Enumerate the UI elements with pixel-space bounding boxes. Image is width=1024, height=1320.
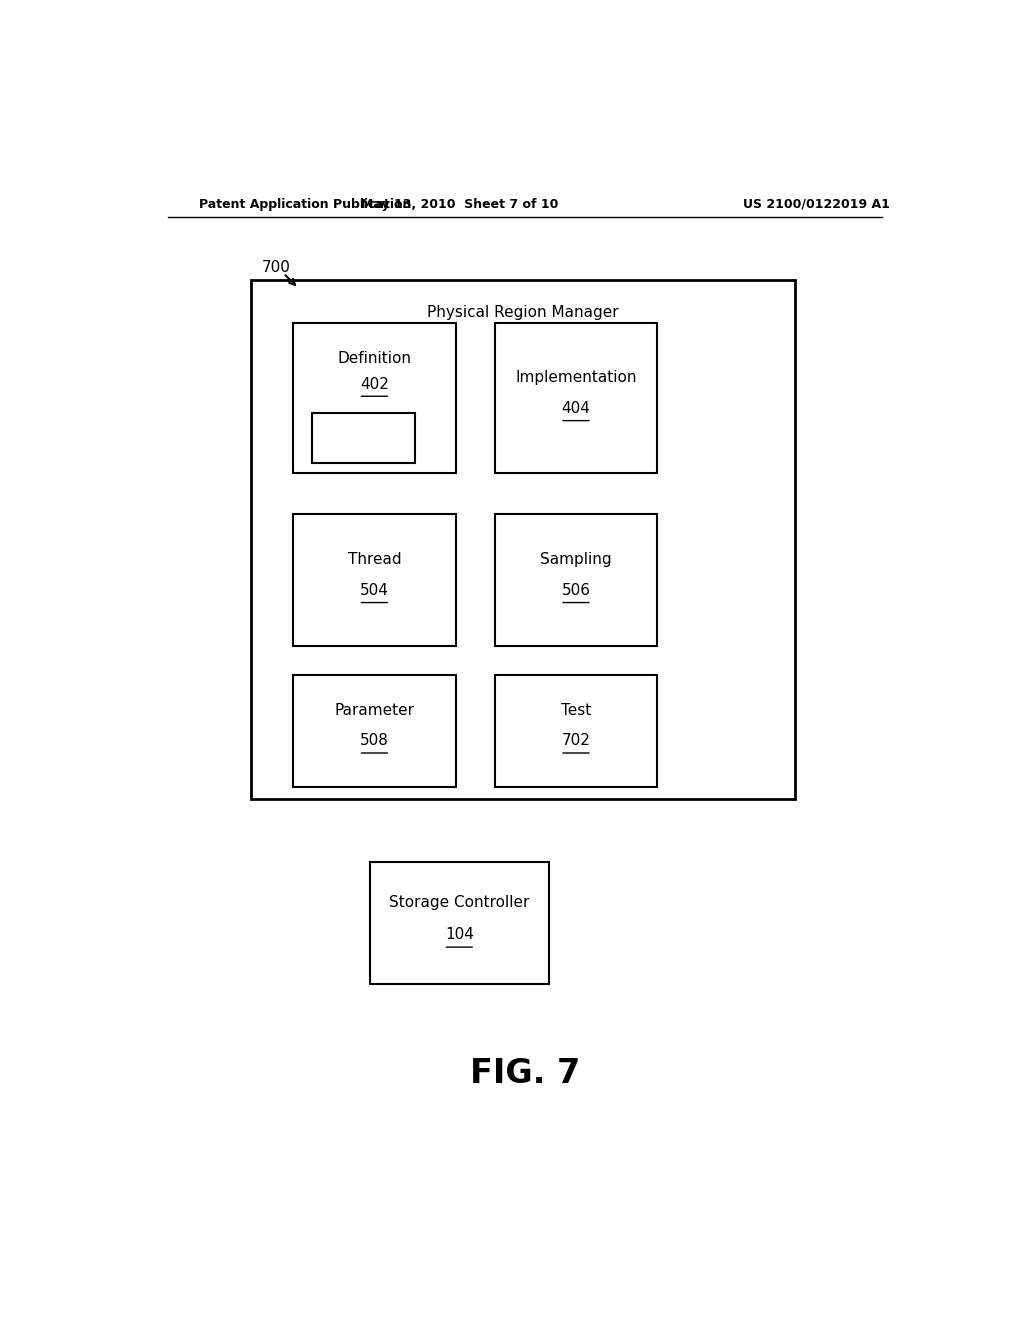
Text: 506: 506 bbox=[561, 583, 591, 598]
Bar bbox=[251, 280, 795, 799]
Text: Sampling: Sampling bbox=[541, 552, 611, 568]
Text: Patent Application Publication: Patent Application Publication bbox=[200, 198, 412, 211]
Text: 700: 700 bbox=[261, 260, 290, 275]
Bar bbox=[495, 515, 657, 647]
Text: 406: 406 bbox=[349, 430, 378, 445]
Text: Physical Region Manager: Physical Region Manager bbox=[427, 305, 618, 321]
Text: Test: Test bbox=[561, 702, 591, 718]
Text: Thread: Thread bbox=[347, 552, 401, 568]
Bar bbox=[293, 675, 456, 787]
Text: FIG. 7: FIG. 7 bbox=[470, 1056, 580, 1090]
Text: Definition: Definition bbox=[338, 351, 412, 366]
Text: 404: 404 bbox=[561, 401, 591, 416]
Text: 508: 508 bbox=[360, 734, 389, 748]
Text: 402: 402 bbox=[360, 376, 389, 392]
Bar bbox=[293, 515, 456, 647]
Bar bbox=[293, 323, 456, 474]
Text: 504: 504 bbox=[360, 583, 389, 598]
Text: 104: 104 bbox=[444, 928, 474, 942]
Text: 702: 702 bbox=[561, 734, 591, 748]
Text: Implementation: Implementation bbox=[515, 371, 637, 385]
Bar bbox=[495, 323, 657, 474]
Text: US 2100/0122019 A1: US 2100/0122019 A1 bbox=[743, 198, 890, 211]
Text: Parameter: Parameter bbox=[335, 702, 415, 718]
Text: May 13, 2010  Sheet 7 of 10: May 13, 2010 Sheet 7 of 10 bbox=[361, 198, 558, 211]
Bar bbox=[495, 675, 657, 787]
Bar bbox=[370, 862, 549, 983]
Bar bbox=[312, 413, 416, 463]
Text: 114: 114 bbox=[508, 331, 538, 347]
Text: Storage Controller: Storage Controller bbox=[389, 895, 529, 909]
